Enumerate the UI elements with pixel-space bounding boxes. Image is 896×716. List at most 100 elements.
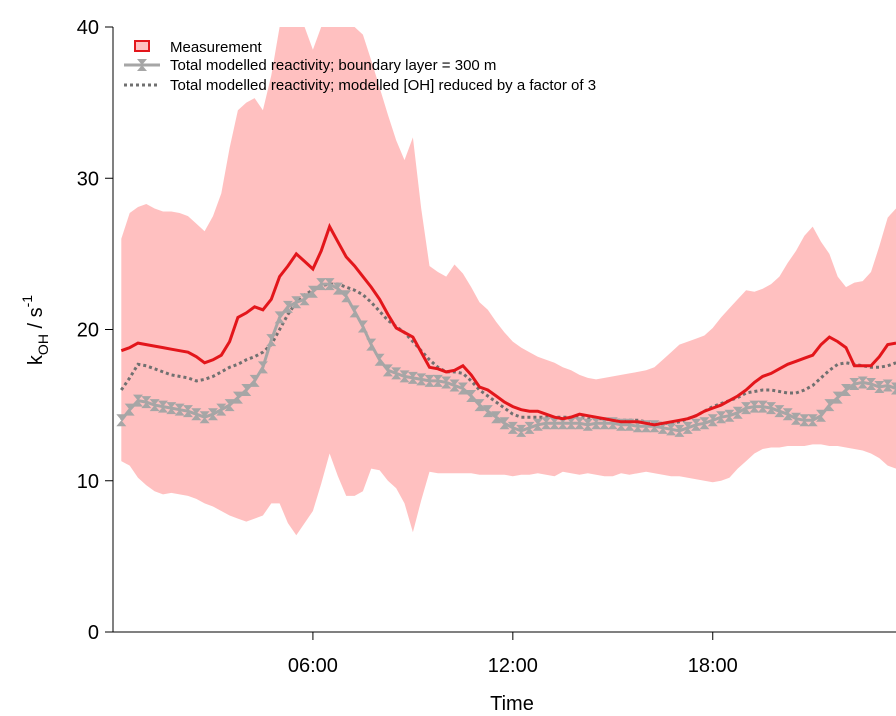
series-marker-boundary-layer [691, 418, 702, 431]
series-marker-boundary-layer [857, 376, 868, 389]
series-marker-boundary-layer [232, 391, 243, 404]
series-marker-boundary-layer [541, 417, 552, 430]
series-marker-boundary-layer [749, 400, 760, 413]
series-marker-boundary-layer [516, 424, 527, 437]
series-marker-boundary-layer [532, 418, 543, 431]
series-marker-boundary-layer [557, 417, 568, 430]
y-axis-title-sup: -1 [19, 295, 35, 308]
series-marker-boundary-layer [566, 417, 577, 430]
series-marker-boundary-layer [757, 400, 768, 413]
series-marker-boundary-layer [574, 417, 585, 430]
series-marker-boundary-layer [766, 402, 777, 415]
legend: Measurement Total modelled reactivity; b… [124, 39, 596, 94]
series-marker-boundary-layer [241, 384, 252, 396]
series-marker-boundary-layer [791, 412, 802, 425]
series-marker-boundary-layer [674, 424, 685, 437]
series-marker-boundary-layer [257, 361, 268, 374]
series-marker-boundary-layer [332, 282, 343, 295]
series-marker-boundary-layer [707, 414, 718, 427]
measurement-range-band [121, 27, 896, 536]
series-marker-boundary-layer [299, 293, 310, 306]
series-marker-boundary-layer [824, 399, 835, 412]
y-axis-title: kOH / s-1 [19, 295, 51, 365]
series-marker-boundary-layer [182, 405, 193, 418]
series-marker-boundary-layer [724, 409, 735, 422]
series-marker-boundary-layer [374, 353, 385, 366]
legend-label-reduced-oh: Total modelled reactivity; modelled [OH]… [170, 77, 596, 94]
series-marker-boundary-layer [424, 374, 435, 387]
y-tick-label: 20 [77, 320, 99, 342]
series-marker-boundary-layer [157, 400, 168, 413]
series-marker-boundary-layer [207, 408, 218, 421]
series-marker-boundary-layer [874, 380, 885, 393]
series-marker-boundary-layer [216, 403, 227, 416]
y-axis-title-sub: OH [35, 334, 51, 355]
series-marker-boundary-layer [491, 411, 502, 424]
series-marker-boundary-layer [174, 403, 185, 416]
series-marker-boundary-layer [191, 408, 202, 421]
series-marker-boundary-layer [782, 408, 793, 421]
series-marker-boundary-layer [507, 421, 518, 434]
series-marker-boundary-layer [124, 403, 135, 416]
x-tick-label: 06:00 [288, 655, 338, 677]
series-marker-boundary-layer [341, 290, 352, 303]
series-marker-boundary-layer [891, 382, 896, 395]
series-marker-boundary-layer [741, 402, 752, 415]
series-marker-boundary-layer [457, 382, 468, 395]
series-marker-boundary-layer [382, 364, 393, 377]
y-axis-title-main: k [25, 354, 47, 365]
y-tick-label: 30 [77, 168, 99, 190]
series-marker-boundary-layer [832, 391, 843, 404]
series-marker-boundary-layer [391, 367, 402, 380]
series-marker-boundary-layer [366, 338, 377, 351]
series-marker-boundary-layer [849, 377, 860, 390]
x-axis-title: Time [490, 693, 534, 715]
series-marker-boundary-layer [582, 418, 593, 431]
x-tick-label: 18:00 [688, 655, 738, 677]
series-marker-boundary-layer [482, 405, 493, 418]
series-marker-boundary-layer [282, 300, 293, 313]
series-marker-boundary-layer [474, 399, 485, 412]
series-marker-boundary-layer [524, 421, 535, 434]
series-marker-boundary-layer [591, 417, 602, 430]
series-marker-boundary-layer [266, 334, 277, 347]
series-marker-boundary-layer [799, 414, 810, 427]
series-marker-boundary-layer [116, 414, 127, 427]
y-tick-label: 10 [77, 471, 99, 493]
series-marker-boundary-layer [732, 406, 743, 419]
series-marker-boundary-layer [324, 278, 335, 291]
series-marker-boundary-layer [416, 373, 427, 386]
series-line-boundary-layer [120, 282, 896, 433]
series-marker-boundary-layer [807, 414, 818, 427]
legend-label-measurement: Measurement [170, 39, 263, 56]
series-marker-boundary-layer [774, 405, 785, 418]
series-marker-boundary-layer [682, 421, 693, 434]
legend-swatch-boundary-layer-marker [137, 59, 147, 71]
series-marker-boundary-layer [882, 379, 893, 392]
series-marker-boundary-layer [166, 402, 177, 415]
series-marker-boundary-layer [407, 371, 418, 384]
series-marker-boundary-layer [499, 417, 510, 430]
series-marker-boundary-layer [274, 311, 285, 324]
series-marker-boundary-layer [666, 423, 677, 436]
series-marker-boundary-layer [357, 320, 368, 333]
y-axis-title-unit: / s [25, 307, 47, 334]
series-marker-boundary-layer [249, 374, 260, 387]
ticks: 0 10 20 30 40 06:00 12:00 18:00 [77, 17, 738, 677]
series-marker-boundary-layer [841, 384, 852, 396]
legend-swatch-measurement [134, 40, 150, 52]
series-marker-boundary-layer [449, 379, 460, 392]
series-marker-boundary-layer [399, 370, 410, 383]
plot-area [116, 27, 896, 536]
legend-label-boundary-layer: Total modelled reactivity; boundary laye… [170, 57, 496, 74]
series-marker-boundary-layer [466, 390, 477, 403]
series-marker-boundary-layer [349, 305, 360, 318]
series-marker-boundary-layer [866, 377, 877, 390]
y-tick-label: 0 [88, 622, 99, 644]
series-marker-boundary-layer [432, 374, 443, 387]
series-marker-boundary-layer [549, 417, 560, 430]
series-marker-boundary-layer [149, 399, 160, 412]
y-tick-label: 40 [77, 17, 99, 39]
series-marker-boundary-layer [699, 417, 710, 430]
